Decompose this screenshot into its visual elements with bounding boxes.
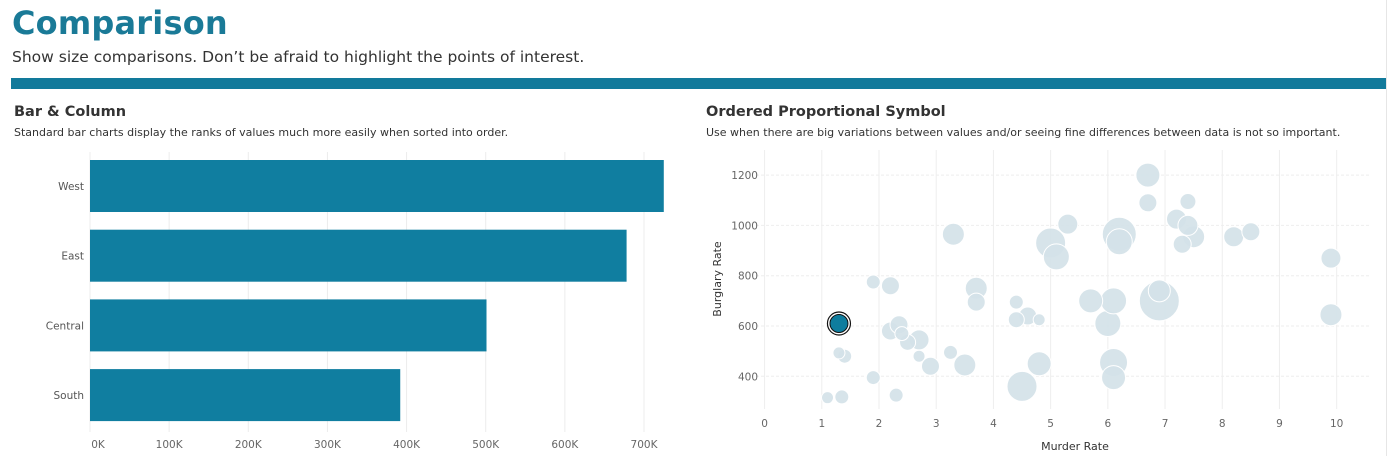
bubble-point[interactable] xyxy=(832,346,846,360)
x-tick-label: 200K xyxy=(235,439,263,451)
x-tick-label: 8 xyxy=(1219,418,1226,430)
x-tick-label: 700K xyxy=(631,439,659,451)
bubble-point[interactable] xyxy=(943,344,959,360)
x-tick-label: 1 xyxy=(818,418,825,430)
bubble-point[interactable] xyxy=(1032,313,1046,327)
bubble-point[interactable] xyxy=(1147,279,1171,303)
bubble-point[interactable] xyxy=(1223,226,1245,248)
y-tick-label: 600 xyxy=(738,321,758,333)
x-tick-label: 3 xyxy=(933,418,940,430)
bar-central[interactable] xyxy=(90,299,487,352)
bubble-point[interactable] xyxy=(821,391,835,405)
bubble-panel-description: Use when there are big variations betwee… xyxy=(706,126,1341,139)
category-label: West xyxy=(58,181,84,193)
y-tick-label: 1200 xyxy=(731,170,758,182)
x-tick-label: 10 xyxy=(1330,418,1343,430)
bubble-point[interactable] xyxy=(888,387,904,403)
bubble-point[interactable] xyxy=(1008,294,1024,310)
x-tick-label: 7 xyxy=(1162,418,1169,430)
x-tick-label: 500K xyxy=(472,439,500,451)
right-divider xyxy=(1386,0,1387,456)
bubble-point[interactable] xyxy=(1320,247,1342,269)
bubble-point[interactable] xyxy=(1042,243,1070,271)
category-label: Central xyxy=(46,320,84,332)
bubble-point[interactable] xyxy=(1006,370,1038,402)
bar-panel-description: Standard bar charts display the ranks of… xyxy=(14,126,509,139)
accent-banner xyxy=(11,78,1386,89)
bubble-point[interactable] xyxy=(966,292,986,312)
y-tick-label: 1000 xyxy=(731,220,758,232)
x-axis-title: Murder Rate xyxy=(1041,440,1109,453)
x-tick-label: 600K xyxy=(551,439,579,451)
highlighted-bubble[interactable] xyxy=(829,314,849,334)
bubble-point[interactable] xyxy=(1101,365,1127,391)
y-tick-label: 400 xyxy=(738,371,758,383)
bar-chart: 0K 100K 200K 300K 400K 500K 600K 700K West East Ce… xyxy=(46,152,664,451)
x-tick-label: 6 xyxy=(1104,418,1111,430)
x-tick-label: 2 xyxy=(876,418,883,430)
x-tick-label: 400K xyxy=(393,439,421,451)
bar-east[interactable] xyxy=(90,229,627,282)
bubble-point[interactable] xyxy=(1094,310,1122,338)
bubble-point[interactable] xyxy=(912,349,926,363)
y-tick-label: 800 xyxy=(738,271,758,283)
bubble-point[interactable] xyxy=(953,353,977,377)
bubble-point[interactable] xyxy=(1057,213,1079,235)
x-tick-label: 100K xyxy=(156,439,184,451)
bubble-point[interactable] xyxy=(1179,193,1197,211)
x-tick-label: 5 xyxy=(1047,418,1054,430)
bubble-point[interactable] xyxy=(1241,222,1261,242)
bubble-point[interactable] xyxy=(920,356,940,376)
bubble-panel-title: Ordered Proportional Symbol xyxy=(706,104,946,120)
bubble-point[interactable] xyxy=(1172,234,1192,254)
bubble-point[interactable] xyxy=(1138,193,1158,213)
bubble-point[interactable] xyxy=(1078,288,1104,314)
category-label: East xyxy=(61,251,84,263)
bubble-point[interactable] xyxy=(834,389,850,405)
bubble-point[interactable] xyxy=(1135,162,1161,188)
bubble-point[interactable] xyxy=(865,274,881,290)
bar-panel-title: Bar & Column xyxy=(14,104,127,120)
x-tick-label: 0K xyxy=(91,439,106,451)
x-tick-label: 300K xyxy=(314,439,342,451)
page-title: Comparison xyxy=(12,4,228,42)
bar-west[interactable] xyxy=(90,160,664,212)
x-tick-label: 0 xyxy=(761,418,768,430)
bubble-point[interactable] xyxy=(1319,303,1343,327)
page-subtitle: Show size comparisons. Don’t be afraid t… xyxy=(12,48,585,66)
bubble-point[interactable] xyxy=(1007,311,1025,329)
bubble-point[interactable] xyxy=(1177,214,1199,236)
bubble-point[interactable] xyxy=(1100,287,1128,315)
y-axis-title: Burglary Rate xyxy=(711,241,724,317)
x-tick-label: 4 xyxy=(990,418,997,430)
bubble-point[interactable] xyxy=(1026,351,1052,377)
bubble-point[interactable] xyxy=(880,276,900,296)
bubble-point[interactable] xyxy=(894,326,910,342)
bubble-point[interactable] xyxy=(865,370,881,386)
bubble-point[interactable] xyxy=(1105,228,1133,256)
x-tick-label: 9 xyxy=(1276,418,1283,430)
bubble-point[interactable] xyxy=(941,222,965,246)
bar-south[interactable] xyxy=(90,369,401,422)
category-label: South xyxy=(53,390,84,402)
